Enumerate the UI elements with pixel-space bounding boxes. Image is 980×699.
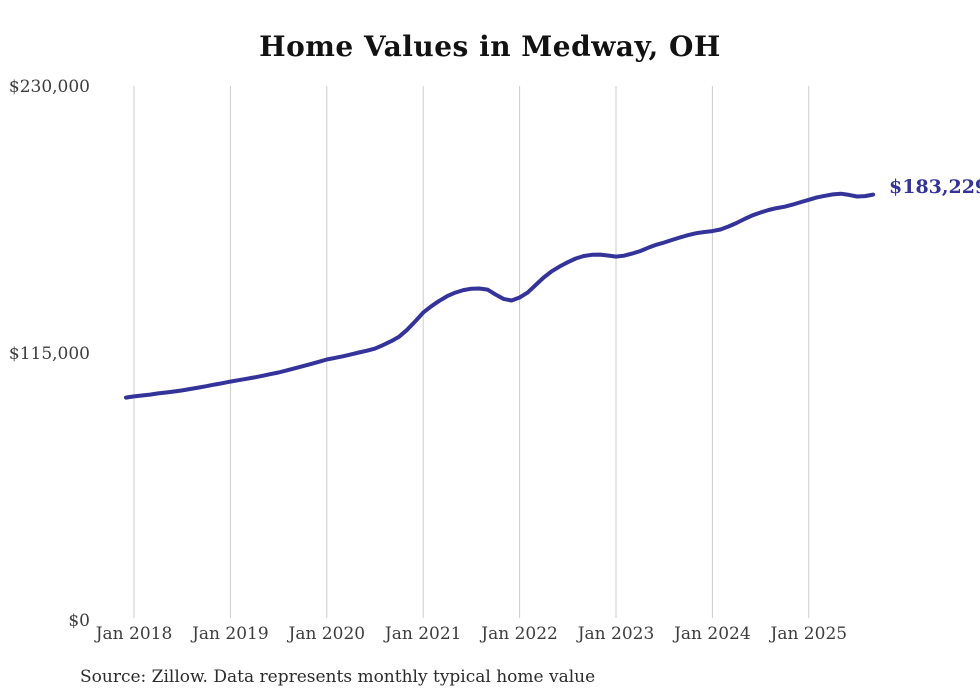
home-value-line bbox=[124, 191, 876, 400]
x-axis-label: Jan 2024 bbox=[674, 624, 751, 644]
x-axis-label: Jan 2020 bbox=[288, 624, 366, 644]
x-axis-label: Jan 2018 bbox=[95, 624, 173, 644]
x-axis-label: Jan 2021 bbox=[384, 624, 462, 644]
x-axis-label: Jan 2023 bbox=[577, 624, 655, 644]
chart-title: Home Values in Medway, OH bbox=[259, 30, 721, 63]
x-axis-label: Jan 2022 bbox=[481, 624, 558, 644]
x-axis-label: Jan 2019 bbox=[192, 624, 269, 644]
y-axis-label-text: $230,000 bbox=[8, 77, 90, 97]
gridline-group bbox=[133, 86, 810, 618]
latest-value-label: $183,229 bbox=[889, 176, 980, 198]
y-axis-label-text: $0 bbox=[68, 611, 90, 631]
x-axis-label: Jan 2025 bbox=[770, 624, 848, 644]
source-note: Source: Zillow. Data represents monthly … bbox=[80, 667, 596, 687]
y-axis-label-text: $115,000 bbox=[8, 344, 90, 364]
